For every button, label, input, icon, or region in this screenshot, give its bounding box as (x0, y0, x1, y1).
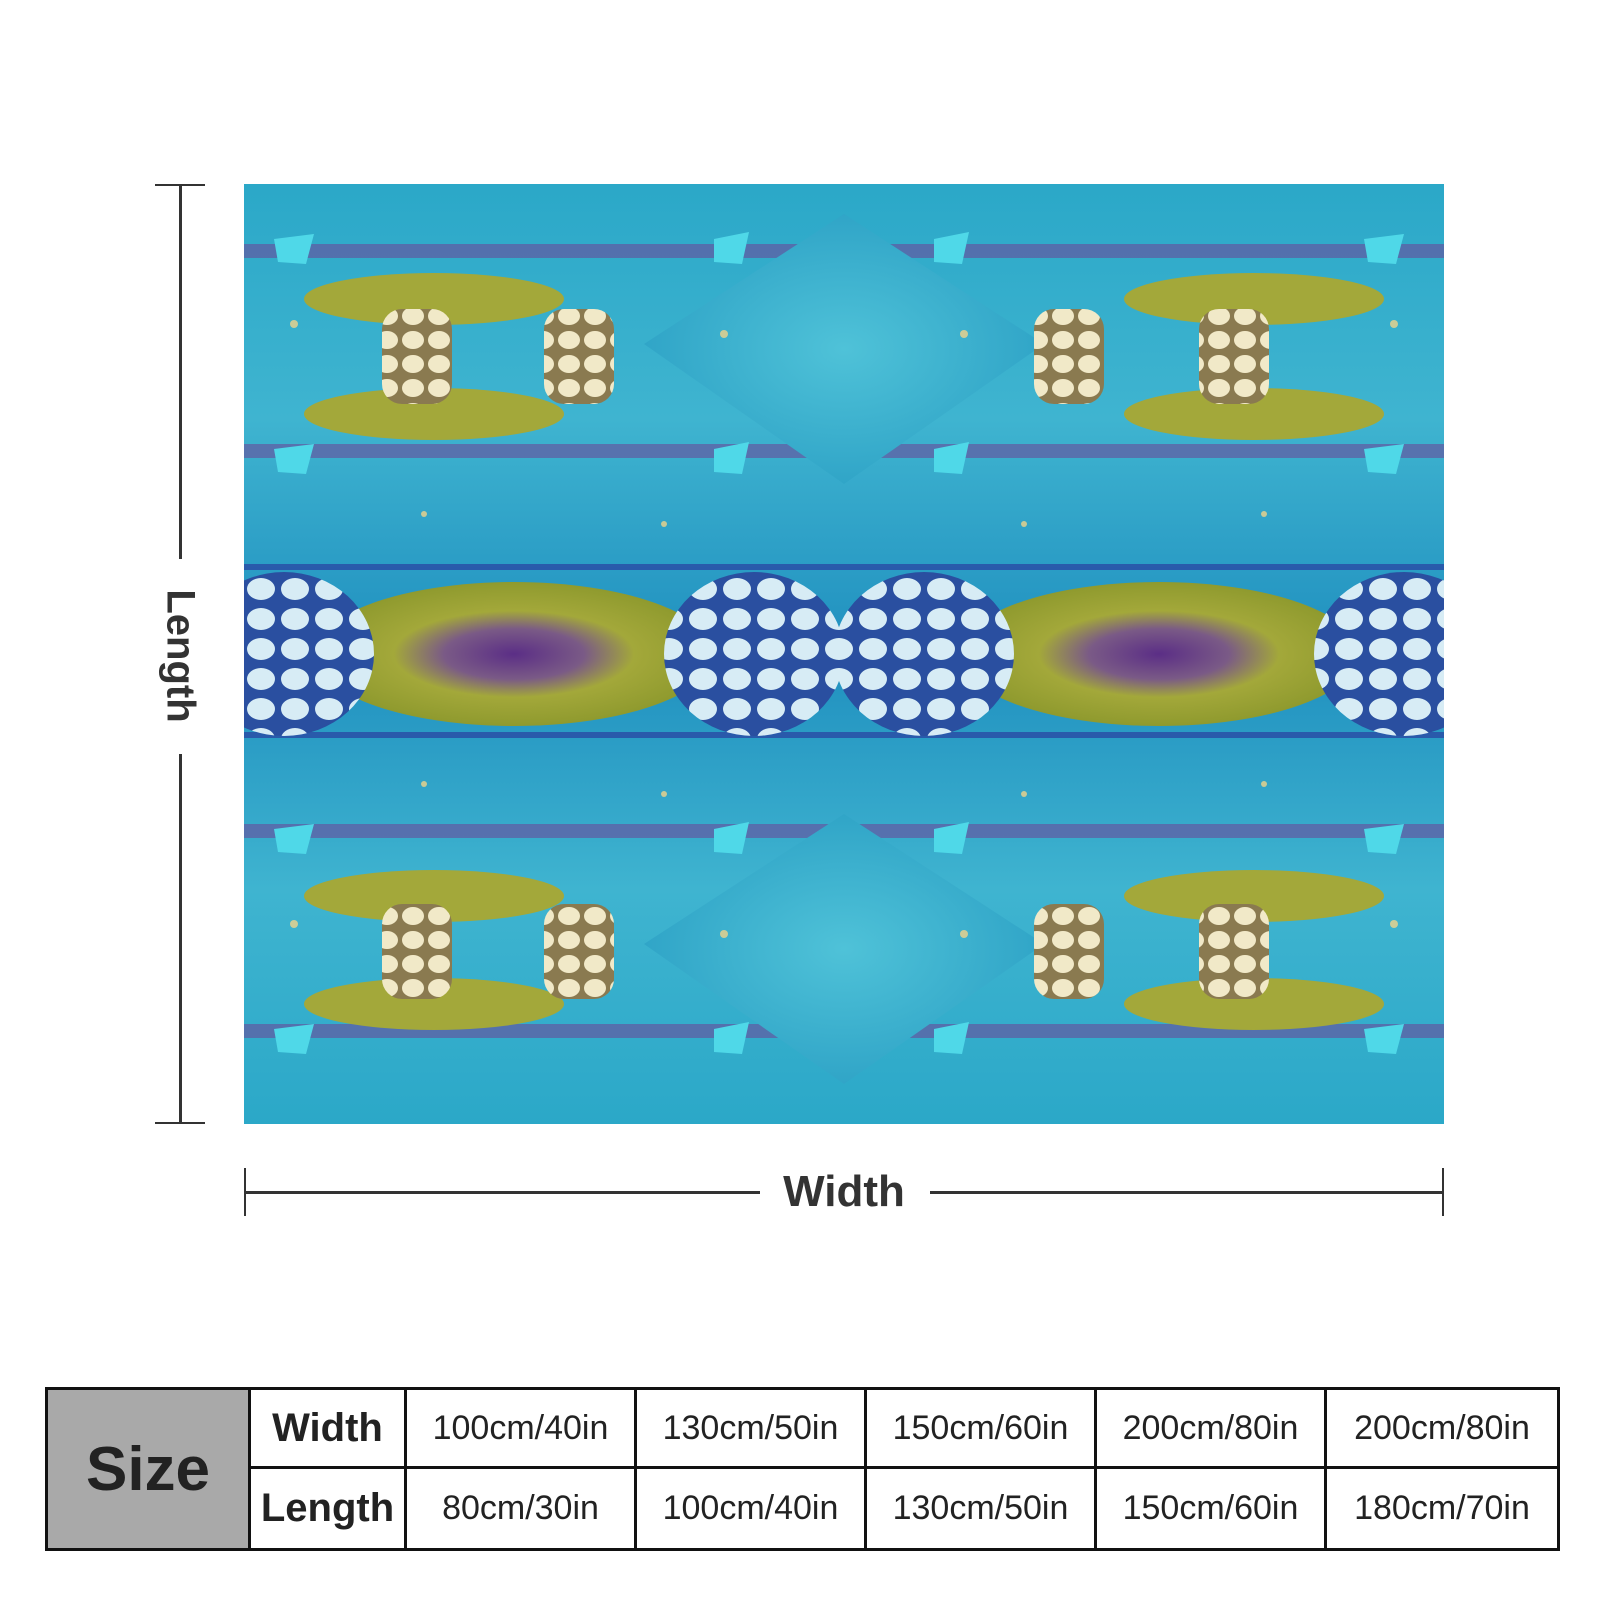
table-cell: 80cm/30in (407, 1469, 637, 1548)
table-cell: 130cm/50in (637, 1390, 867, 1469)
width-dimension-marker: Width (244, 1167, 1444, 1220)
size-table-grid: Width 100cm/40in 130cm/50in 150cm/60in 2… (251, 1390, 1557, 1548)
size-table: Size Width 100cm/40in 130cm/50in 150cm/6… (45, 1387, 1560, 1551)
table-cell: 150cm/60in (1097, 1469, 1327, 1548)
table-cell: 100cm/40in (637, 1469, 867, 1548)
length-label: Length (158, 589, 203, 723)
table-cell: 100cm/40in (407, 1390, 637, 1469)
width-line-right (930, 1191, 1444, 1194)
table-cell: 180cm/70in (1354, 1489, 1530, 1527)
length-bottom-cap (155, 1122, 205, 1124)
table-cell: 200cm/80in (1097, 1390, 1327, 1469)
width-line-left (244, 1191, 760, 1194)
table-cell: 200cm/80in (1327, 1390, 1557, 1469)
length-row-header: Length (251, 1469, 407, 1548)
width-right-cap (1442, 1168, 1444, 1216)
width-label: Width (783, 1167, 905, 1216)
length-line-upper (179, 184, 182, 559)
length-dimension-marker: Length (155, 184, 205, 1124)
size-table-title: Size (48, 1390, 251, 1548)
table-cell: 150cm/60in (867, 1390, 1097, 1469)
table-cell: 130cm/50in (867, 1469, 1097, 1548)
width-row-header: Width (251, 1390, 407, 1469)
blanket-pattern-image (244, 184, 1444, 1124)
length-line-lower (179, 754, 182, 1124)
